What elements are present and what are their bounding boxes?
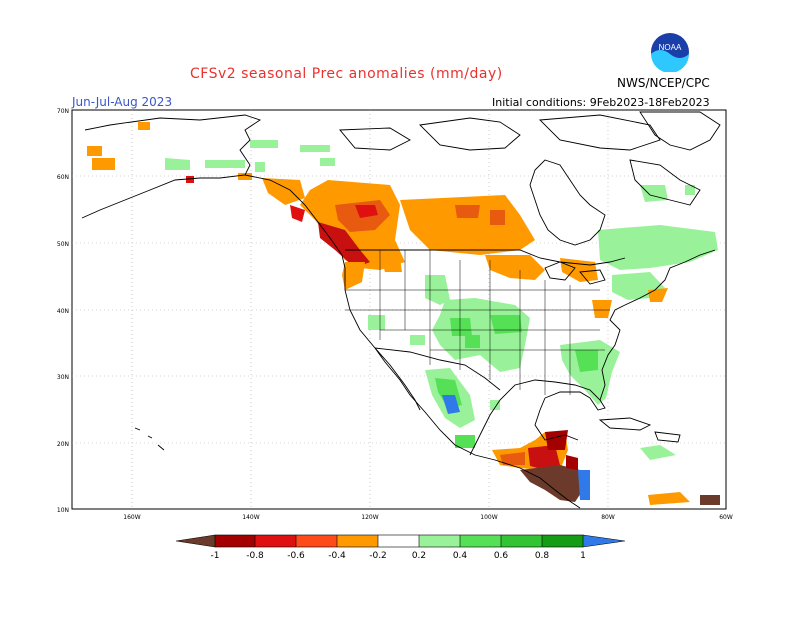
lat-label: 30N <box>57 374 69 381</box>
legend-label: 1 <box>580 551 586 561</box>
lon-label: 140W <box>242 514 259 521</box>
lat-label: 60N <box>57 174 69 181</box>
lon-label: 160W <box>123 514 140 521</box>
lat-label: 70N <box>57 108 69 115</box>
legend-label: -0.2 <box>369 551 387 561</box>
longitude-labels: 160W 140W 120W 100W 80W 60W <box>123 514 733 521</box>
legend-label: 0.2 <box>412 551 426 561</box>
legend-swatch <box>215 535 255 547</box>
logo-text: NOAA <box>659 43 682 52</box>
legend-swatch <box>296 535 337 547</box>
season-label: Jun-Jul-Aug 2023 <box>72 95 173 109</box>
legend-swatch <box>176 535 215 547</box>
coastlines <box>81 111 721 509</box>
legend-labels: -1 -0.8 -0.6 -0.4 -0.2 0.2 0.4 0.6 0.8 1 <box>211 551 586 561</box>
lat-label: 50N <box>57 241 69 248</box>
legend-swatch <box>583 535 625 547</box>
legend-swatch <box>378 535 419 547</box>
legend-label: -0.8 <box>246 551 264 561</box>
legend-swatch <box>337 535 378 547</box>
lon-label: 120W <box>361 514 378 521</box>
lon-label: 60W <box>719 514 733 521</box>
agency-label: NWS/NCEP/CPC <box>617 76 710 90</box>
legend-label: -0.6 <box>287 551 305 561</box>
color-legend <box>175 534 626 548</box>
lat-label: 10N <box>57 507 69 514</box>
initial-conditions-label: Initial conditions: 9Feb2023-18Feb2023 <box>492 96 710 109</box>
legend-label: -0.4 <box>328 551 346 561</box>
lon-label: 80W <box>601 514 615 521</box>
anomaly-patches <box>87 122 720 505</box>
legend-label: 0.4 <box>453 551 468 561</box>
legend-label: -1 <box>211 551 220 561</box>
lat-label: 40N <box>57 308 69 315</box>
legend-swatch <box>255 535 296 547</box>
lat-label: 20N <box>57 441 69 448</box>
legend-label: 0.6 <box>494 551 509 561</box>
noaa-logo: NOAA <box>650 32 690 73</box>
legend-swatch <box>542 535 583 547</box>
legend-label: 0.8 <box>535 551 550 561</box>
lon-label: 100W <box>480 514 497 521</box>
map-title: CFSv2 seasonal Prec anomalies (mm/day) <box>190 66 503 82</box>
legend-swatch <box>419 535 460 547</box>
state-borders <box>345 250 610 395</box>
legend-swatch <box>460 535 501 547</box>
latitude-labels: 70N 60N 50N 40N 30N 20N 10N <box>57 108 69 514</box>
legend-swatch <box>501 535 542 547</box>
